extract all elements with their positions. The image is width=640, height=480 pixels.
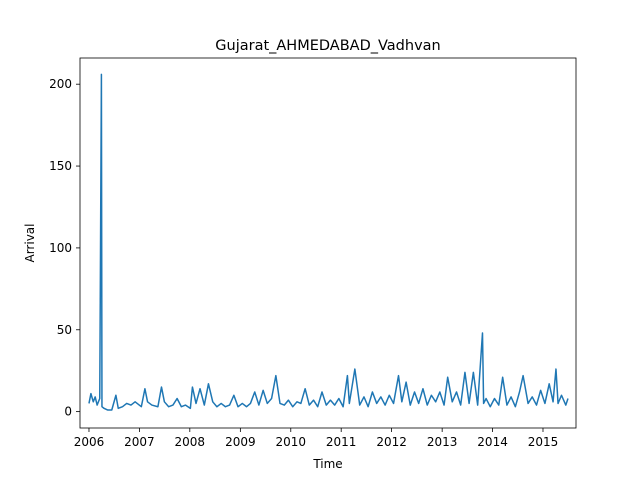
plot-area bbox=[80, 58, 576, 428]
x-tick-label: 2011 bbox=[326, 435, 357, 449]
x-tick-label: 2006 bbox=[74, 435, 105, 449]
x-tick-label: 2013 bbox=[427, 435, 458, 449]
x-tick-label: 2014 bbox=[477, 435, 508, 449]
axes-frame bbox=[79, 57, 577, 429]
y-tick-label: 150 bbox=[49, 159, 72, 173]
y-tick-label: 200 bbox=[49, 77, 72, 91]
x-axis-label: Time bbox=[312, 457, 342, 471]
y-tick-label: 50 bbox=[57, 323, 72, 337]
x-tick-label: 2010 bbox=[276, 435, 307, 449]
y-axis-label: Arrival bbox=[23, 224, 37, 263]
y-axis-ticks: 0 50 100 150 200 bbox=[49, 77, 80, 419]
x-tick-label: 2007 bbox=[124, 435, 155, 449]
chart-title: Gujarat_AHMEDABAD_Vadhvan bbox=[215, 38, 440, 54]
x-tick-label: 2008 bbox=[175, 435, 206, 449]
x-tick-label: 2015 bbox=[528, 435, 559, 449]
x-axis-ticks: 2006 2007 2008 2009 2010 2011 2012 2013 2014 2015 bbox=[74, 428, 559, 449]
series-layer bbox=[88, 73, 569, 411]
y-tick-label: 0 bbox=[64, 405, 72, 419]
x-tick-label: 2012 bbox=[376, 435, 407, 449]
series-line-0 bbox=[88, 73, 569, 411]
y-tick-label: 100 bbox=[49, 241, 72, 255]
x-tick-label: 2009 bbox=[225, 435, 256, 449]
